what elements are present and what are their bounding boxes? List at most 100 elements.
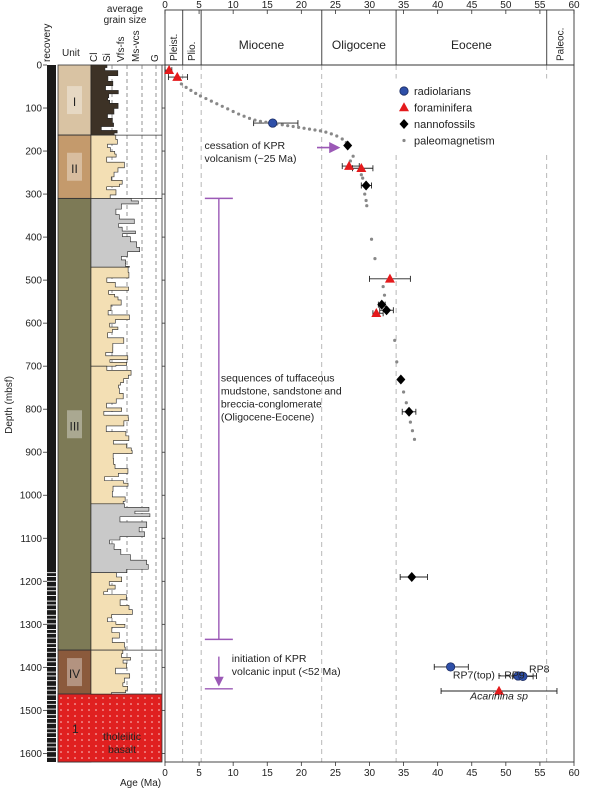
paleomagnetism-point (242, 114, 246, 118)
x-tick-label-top: 5 (196, 0, 202, 11)
foraminifera-point (344, 160, 355, 170)
basalt-dot (81, 727, 83, 729)
legend-label-paleomagnetism: paleomagnetism (414, 136, 495, 148)
basalt-dot (67, 739, 69, 741)
paleomagnetism-point (395, 360, 399, 364)
basalt-dot (116, 721, 118, 723)
legend-label-foraminifera: foraminifera (414, 103, 473, 115)
basalt-dot (81, 715, 83, 717)
foraminifera-point (172, 71, 183, 81)
basalt-dot (67, 697, 69, 699)
epoch-label: Paleoc. (555, 28, 566, 61)
basalt-dot (67, 721, 69, 723)
y-tick-label: 900 (25, 448, 42, 459)
basalt-dot (144, 757, 146, 759)
paleomagnetism-point (209, 99, 213, 103)
basalt-dot (81, 745, 83, 747)
epoch-label: Miocene (239, 38, 285, 52)
basalt-dot (151, 721, 153, 723)
basalt-dot (137, 721, 139, 723)
y-tick-label: 700 (25, 362, 42, 373)
y-tick-label: 600 (25, 319, 42, 330)
basalt-dot (158, 697, 160, 699)
paleomagnetism-point (410, 429, 415, 433)
basalt-dot (95, 721, 97, 723)
basalt-dot (60, 721, 62, 723)
paleomagnetism-point (335, 134, 339, 138)
basalt-dot (116, 703, 118, 705)
basalt-dot (144, 733, 146, 735)
cessation-text: cessation of KPR volcanism (~25 Ma) (205, 140, 297, 165)
paleomagnetism-point (324, 130, 328, 134)
basalt-dot (137, 703, 139, 705)
grain-class-Si: Si (102, 53, 113, 62)
paleomagnetism-point (253, 118, 257, 122)
y-tick-label: 400 (25, 233, 42, 244)
basalt-dot (137, 715, 139, 717)
basalt-dot (81, 709, 83, 711)
basalt-dot (81, 733, 83, 735)
paleomagnetism-point (412, 437, 417, 441)
paleomagnetism-point (351, 154, 355, 158)
paleomagnetism-point (237, 112, 241, 116)
basalt-dot (144, 697, 146, 699)
basalt-dot (88, 715, 90, 717)
nannofossils-point (396, 374, 406, 385)
basalt-dot (88, 733, 90, 735)
y-tick-label: 100 (25, 104, 42, 115)
grain-size-title: average grain size (104, 4, 147, 26)
foraminifera-point (164, 64, 175, 74)
radiolarians-point (518, 671, 528, 681)
basalt-dot (123, 751, 125, 753)
paleomagnetism-point (302, 126, 306, 130)
basalt-dot (81, 703, 83, 705)
basalt-dot (81, 721, 83, 723)
paleomagnetism-point (204, 96, 208, 101)
x-tick-label-top: 25 (330, 0, 342, 11)
x-tick-label-top: 0 (162, 0, 168, 11)
basalt-dot (102, 715, 104, 717)
basalt-dot (74, 721, 76, 723)
basalt-dot (137, 751, 139, 753)
epoch-label: Oligocene (332, 38, 386, 52)
basalt-dot (137, 739, 139, 741)
nannofossils-point (343, 140, 353, 151)
basalt-dot (116, 709, 118, 711)
unit-label-bg (67, 658, 82, 687)
unit-label-II: II (71, 162, 78, 176)
basalt-dot (95, 697, 97, 699)
basalt-dot (81, 757, 83, 759)
y-tick-label: 1300 (20, 620, 43, 631)
basalt-dot (88, 751, 90, 753)
paleomagnetism-point (179, 82, 183, 86)
basalt-dot (130, 697, 132, 699)
basalt-dot (67, 715, 69, 717)
basalt-dot (116, 727, 118, 729)
x-tick-label-top: 15 (262, 0, 274, 11)
paleomagnetism-point (215, 102, 219, 106)
nannofossils-point (407, 571, 417, 582)
basalt-dot (102, 751, 104, 753)
basalt-dot (60, 727, 62, 729)
paleomagnetism-point (340, 137, 344, 141)
x-tick-label: 15 (262, 768, 274, 779)
legend-box (393, 78, 555, 154)
paleomagnetism-point (231, 109, 235, 114)
nannofossils-legend-marker (399, 119, 409, 129)
basalt-dot (95, 727, 97, 729)
basalt-dot (102, 757, 104, 759)
basalt-dot (123, 721, 125, 723)
nannofossils-point (404, 406, 414, 417)
basalt-dot (109, 757, 111, 759)
basalt-dot (88, 739, 90, 741)
unit-block (57, 64, 92, 136)
basalt-dot (102, 733, 104, 735)
y-tick-label: 1200 (20, 577, 43, 588)
basalt-dot (144, 751, 146, 753)
basalt-dot (130, 757, 132, 759)
basalt-dot (130, 751, 132, 753)
legend-label-nannofossils: nannofossils (414, 119, 476, 131)
basalt-dot (67, 745, 69, 747)
basalt-dot (151, 697, 153, 699)
basalt-dot (60, 757, 62, 759)
